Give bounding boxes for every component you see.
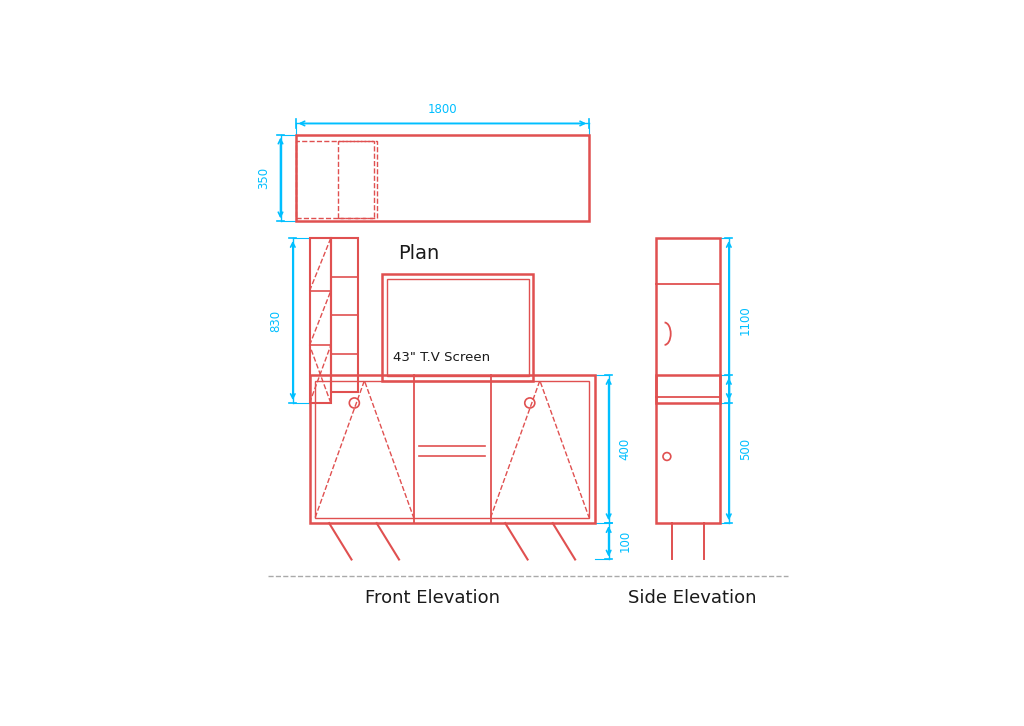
Text: Front Elevation: Front Elevation xyxy=(366,589,500,607)
Bar xyxy=(331,238,357,392)
Text: Side Elevation: Side Elevation xyxy=(629,589,757,607)
Bar xyxy=(296,134,589,221)
Text: 100: 100 xyxy=(618,530,632,552)
Bar xyxy=(656,238,721,403)
Bar xyxy=(338,142,374,219)
Bar xyxy=(387,279,528,376)
Text: 400: 400 xyxy=(618,438,632,460)
Bar xyxy=(315,380,589,518)
Text: 500: 500 xyxy=(739,438,752,460)
Text: 830: 830 xyxy=(269,309,283,332)
Text: Plan: Plan xyxy=(398,244,439,263)
Text: 43" T.V Screen: 43" T.V Screen xyxy=(393,351,490,364)
Bar xyxy=(309,238,331,403)
Text: 1100: 1100 xyxy=(739,306,752,335)
Bar xyxy=(296,142,377,219)
Text: 350: 350 xyxy=(257,167,270,189)
Bar xyxy=(309,375,595,523)
Bar xyxy=(656,375,721,523)
Bar xyxy=(382,274,534,380)
Text: 1800: 1800 xyxy=(428,103,457,116)
